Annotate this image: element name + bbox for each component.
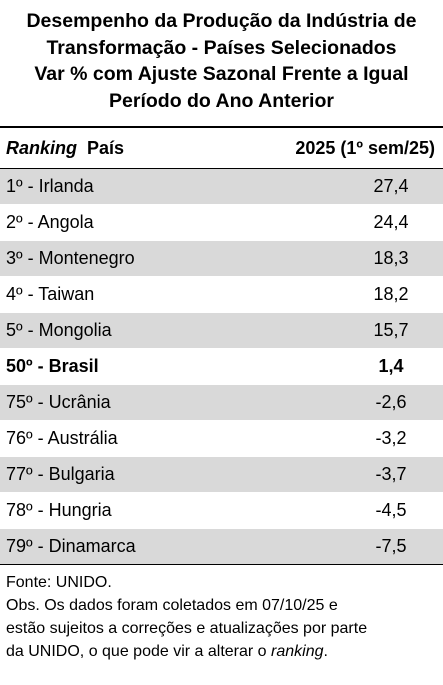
table-row: 3º - Montenegro 18,3 xyxy=(0,240,443,277)
row-label: 77º - Bulgaria xyxy=(0,456,255,493)
table-row: 1º - Irlanda 27,4 xyxy=(0,168,443,205)
chart-title: Desempenho da Produção da Indústria de T… xyxy=(0,0,443,126)
header-ranking-country: Ranking País xyxy=(0,126,255,169)
ranking-table: Ranking País 2025 (1º sem/25) 1º - Irlan… xyxy=(0,126,443,565)
row-value: -7,5 xyxy=(255,528,443,565)
row-value: 18,3 xyxy=(255,240,443,277)
row-value: 27,4 xyxy=(255,168,443,205)
obs-note-text: da UNIDO, o que pode vir a alterar o xyxy=(6,643,272,660)
row-label: 3º - Montenegro xyxy=(0,240,255,277)
header-ranking: Ranking xyxy=(6,137,78,158)
header-period: 2025 (1º sem/25) xyxy=(255,126,443,169)
row-value: 1,4 xyxy=(255,348,443,385)
row-label: 79º - Dinamarca xyxy=(0,528,255,565)
table-row: 50º - Brasil 1,4 xyxy=(0,348,443,385)
source-note: Fonte: UNIDO. xyxy=(6,574,112,591)
obs-note-line: estão sujeitos a correções e atualizaçõe… xyxy=(6,620,368,637)
table-header-row: Ranking País 2025 (1º sem/25) xyxy=(0,126,443,169)
obs-note-line: Obs. Os dados foram coletados em 07/10/2… xyxy=(6,597,338,614)
row-label: 1º - Irlanda xyxy=(0,168,255,205)
table-row: 76º - Austrália -3,2 xyxy=(0,420,443,457)
obs-note-italic: ranking xyxy=(271,643,324,660)
row-value: 24,4 xyxy=(255,204,443,241)
row-value: -2,6 xyxy=(255,384,443,421)
obs-note-text: . xyxy=(323,643,328,660)
row-label: 76º - Austrália xyxy=(0,420,255,457)
table-row: 77º - Bulgaria -3,7 xyxy=(0,456,443,493)
row-value: -4,5 xyxy=(255,492,443,529)
table-row: 79º - Dinamarca -7,5 xyxy=(0,528,443,565)
row-value: 18,2 xyxy=(255,276,443,313)
title-line: Transformação - Países Selecionados xyxy=(46,36,397,59)
row-label: 4º - Taiwan xyxy=(0,276,255,313)
table-row: 75º - Ucrânia -2,6 xyxy=(0,384,443,421)
table-row: 5º - Mongolia 15,7 xyxy=(0,312,443,349)
row-label: 50º - Brasil xyxy=(0,348,255,385)
footnotes: Fonte: UNIDO. Obs. Os dados foram coleta… xyxy=(0,565,443,663)
table-row: 2º - Angola 24,4 xyxy=(0,204,443,241)
row-label: 75º - Ucrânia xyxy=(0,384,255,421)
title-line: Var % com Ajuste Sazonal Frente a Igual xyxy=(34,63,409,85)
row-value: -3,7 xyxy=(255,456,443,493)
row-value: -3,2 xyxy=(255,420,443,457)
row-label: 2º - Angola xyxy=(0,204,255,241)
title-line: Desempenho da Produção da Indústria de xyxy=(26,10,417,32)
obs-note-line: da UNIDO, o que pode vir a alterar o ran… xyxy=(6,640,437,663)
row-value: 15,7 xyxy=(255,312,443,349)
table-row: 78º - Hungria -4,5 xyxy=(0,492,443,529)
title-line: Período do Ano Anterior xyxy=(109,89,334,112)
row-label: 5º - Mongolia xyxy=(0,312,255,349)
row-label: 78º - Hungria xyxy=(0,492,255,529)
header-country: País xyxy=(87,137,125,158)
table-row: 4º - Taiwan 18,2 xyxy=(0,276,443,313)
